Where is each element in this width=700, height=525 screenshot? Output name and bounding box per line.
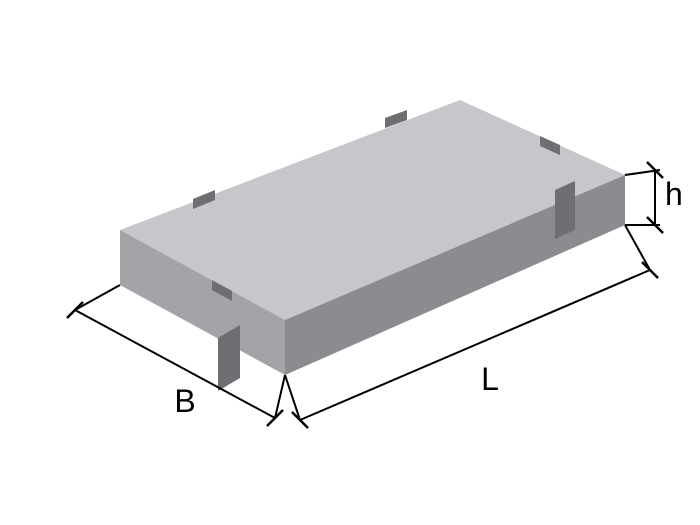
dimension-h (625, 162, 663, 233)
dimension-b-label: B (174, 383, 195, 419)
slab-diagram: B L h (0, 0, 700, 525)
slab-notch (555, 181, 575, 239)
dimension-l-label: L (481, 361, 499, 397)
dimension-h-label: h (665, 176, 683, 212)
